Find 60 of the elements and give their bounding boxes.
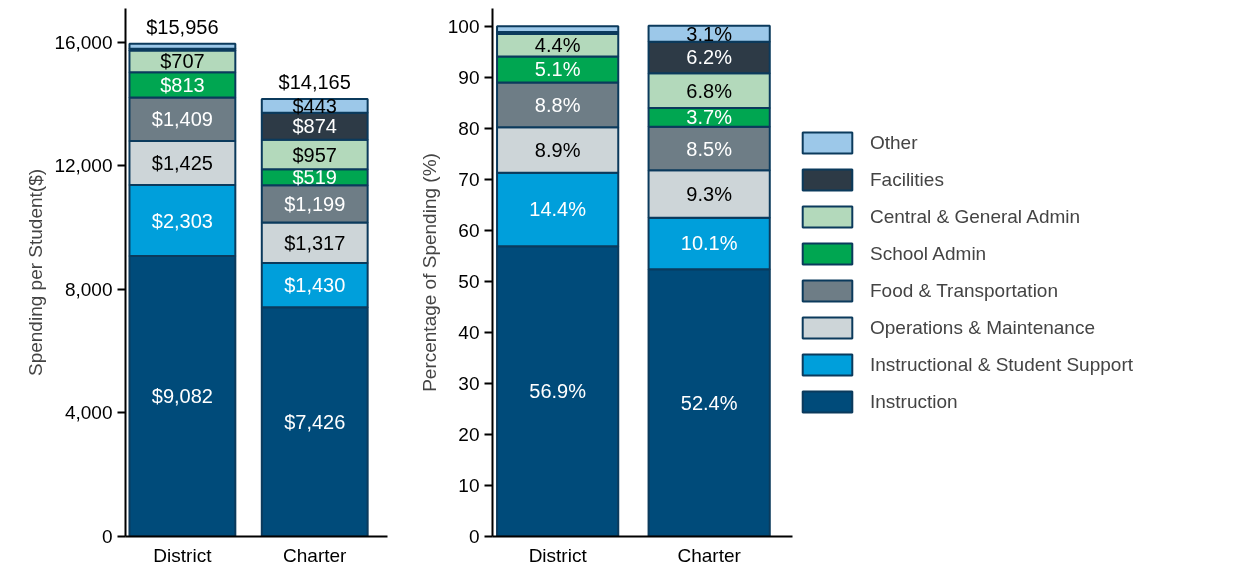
y-tick-label: 12,000: [54, 155, 113, 177]
data-label: $1,317: [284, 231, 346, 254]
data-label: 10.1%: [680, 232, 738, 255]
y-axis-title: Spending per Student($): [25, 168, 47, 377]
data-label: 3.1%: [686, 22, 733, 45]
y-tick-label: 0: [101, 526, 113, 547]
data-label: 5.1%: [534, 58, 581, 81]
legend-label: Central & General Admin: [870, 205, 1081, 228]
legend-label: Instruction: [870, 390, 958, 413]
y-tick-label: 100: [447, 15, 480, 37]
y-tick-label: 10: [458, 474, 480, 496]
y-tick-label: 70: [458, 168, 480, 190]
legend-label: Facilities: [870, 168, 944, 191]
data-label: $874: [292, 115, 337, 138]
data-label: $1,425: [151, 151, 213, 174]
data-label: $2,303: [151, 209, 213, 232]
legend-label: Other: [870, 131, 918, 154]
data-label: $519: [292, 166, 337, 189]
legend-label: Instructional & Student Support: [870, 353, 1133, 376]
x-tick-label: District: [153, 544, 213, 566]
data-label: $707: [160, 50, 205, 73]
y-tick-label: 4,000: [64, 402, 113, 424]
data-label: $9,082: [151, 385, 213, 408]
y-tick-label: 16,000: [54, 31, 113, 53]
y-tick-label: 0: [468, 526, 480, 547]
x-tick-label: Charter: [677, 544, 742, 566]
x-tick-label: Charter: [283, 544, 348, 566]
data-label: $813: [160, 73, 205, 96]
data-label: 6.2%: [686, 46, 733, 69]
data-label: 4.4%: [534, 34, 581, 57]
data-label: $957: [292, 143, 337, 166]
y-tick-label: 90: [458, 66, 480, 88]
y-axis-title: Percentage of Spending (%): [418, 153, 440, 392]
y-tick-label: 8,000: [64, 278, 113, 300]
y-tick-label: 20: [458, 423, 480, 445]
data-label: 6.8%: [686, 79, 733, 102]
data-label: $1,430: [284, 274, 346, 297]
data-label: 8.9%: [534, 139, 581, 162]
data-label: $7,426: [284, 410, 346, 433]
data-label: 9.3%: [686, 182, 733, 205]
x-tick-label: District: [528, 544, 588, 566]
total-label: $15,956: [146, 15, 219, 38]
data-label: 8.8%: [534, 93, 581, 116]
legend-label: Operations & Maintenance: [870, 316, 1095, 339]
y-tick-label: 30: [458, 372, 480, 394]
data-label: 3.7%: [686, 106, 733, 129]
y-tick-label: 40: [458, 321, 480, 343]
data-label: 52.4%: [680, 391, 738, 414]
total-label: $14,165: [278, 71, 351, 94]
data-label: $1,409: [151, 108, 213, 131]
legend-label: Food & Transportation: [870, 279, 1058, 302]
data-label: $443: [292, 94, 337, 117]
legend-label: School Admin: [870, 242, 987, 265]
y-tick-label: 80: [458, 117, 480, 139]
data-label: 8.5%: [686, 137, 733, 160]
data-label: 56.9%: [529, 380, 587, 403]
y-tick-label: 50: [458, 270, 480, 292]
y-tick-label: 60: [458, 219, 480, 241]
data-label: 14.4%: [529, 198, 587, 221]
data-label: $1,199: [284, 192, 346, 215]
